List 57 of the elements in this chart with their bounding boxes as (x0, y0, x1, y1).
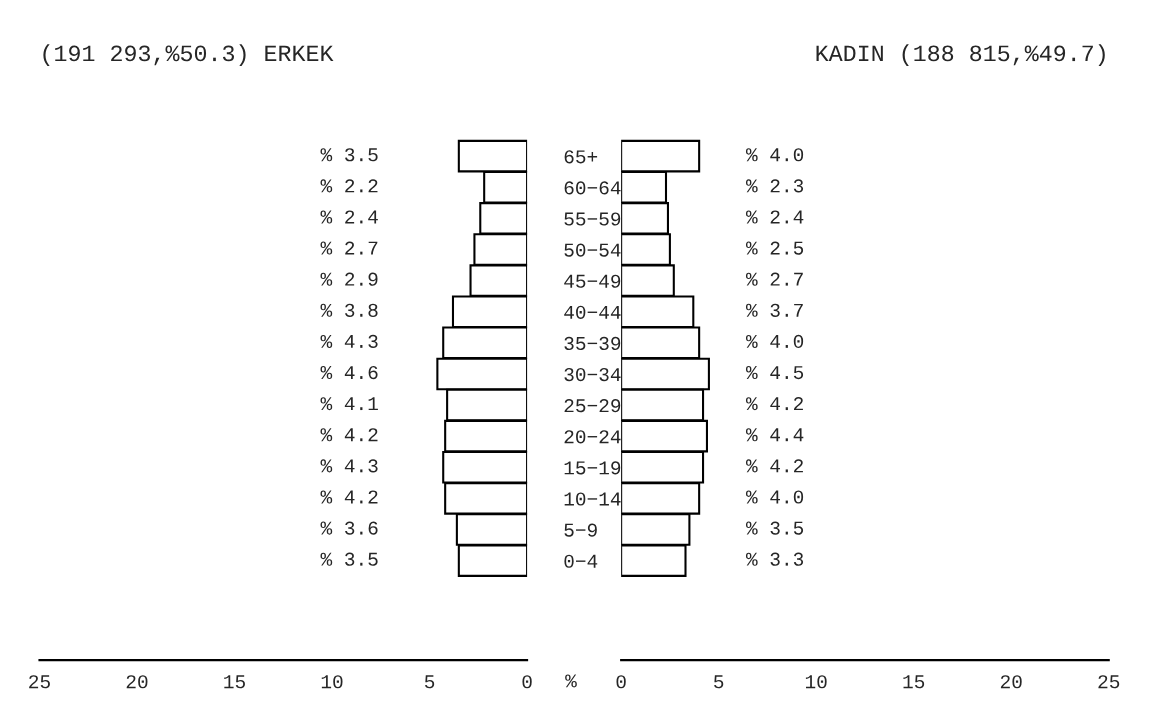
x-tick-label: 15 (224, 675, 245, 689)
y-tick-label: 65+ (564, 150, 598, 164)
data-label: % 4.4 (745, 428, 804, 442)
data-label: % 3.3 (745, 552, 804, 566)
data-label: % 2.3 (745, 179, 804, 193)
x-tick-label: 0 (616, 675, 626, 689)
x-tick-label: 5 (424, 675, 435, 689)
data-label: % 2.7 (320, 241, 378, 255)
data-label: % 4.3 (320, 334, 378, 349)
y-tick-label: 0−4 (564, 554, 598, 568)
data-label: % 4.6 (320, 365, 378, 380)
y-tick-label: 5−9 (564, 523, 597, 537)
chart-title: KADIN (188 815,%49.7) (816, 44, 1105, 66)
data-label: % 2.5 (745, 241, 804, 255)
y-tick-label: 20−24 (564, 430, 621, 444)
data-label: % 2.9 (320, 272, 378, 286)
data-label: % 2.7 (745, 272, 803, 286)
data-label: % 4.0 (745, 490, 804, 504)
y-tick-label: 30−34 (564, 367, 621, 382)
y-tick-label: 45−49 (564, 274, 621, 288)
y-tick-label: 10−14 (564, 492, 621, 506)
y-tick-label: 25−29 (564, 399, 621, 413)
x-tick-label: 20 (126, 675, 148, 689)
y-tick-label: 35−39 (564, 336, 621, 351)
x-tick-label: 0 (522, 675, 532, 689)
data-label: % 2.2 (320, 179, 378, 193)
data-label: % 4.2 (745, 397, 803, 411)
data-label: % 2.4 (745, 210, 804, 224)
data-label: % 2.4 (320, 210, 378, 224)
y-tick-label: 40−44 (564, 305, 621, 319)
x-tick-label: 25 (1098, 675, 1120, 689)
data-label: % 3.5 (320, 148, 378, 162)
data-label: % 4.3 (320, 459, 378, 473)
y-tick-label: 50−54 (564, 243, 621, 257)
x-tick-label: 10 (321, 675, 343, 689)
x-axis-title: % (565, 674, 577, 688)
data-label: % 3.5 (320, 552, 378, 566)
y-tick-label: 60−64 (564, 181, 621, 195)
data-label: % 4.1 (320, 397, 378, 411)
data-label: % 4.2 (745, 459, 803, 473)
x-tick-label: 10 (805, 675, 827, 689)
chart-title: (191 293,%50.3) ERKEK (43, 44, 334, 66)
data-label: % 3.6 (320, 521, 378, 535)
data-label: % 3.7 (745, 303, 803, 317)
data-label: % 4.0 (745, 334, 804, 349)
x-tick-label: 15 (903, 675, 925, 689)
data-label: % 3.8 (320, 303, 378, 317)
x-tick-label: 25 (29, 675, 50, 689)
data-label: % 4.2 (320, 490, 378, 504)
data-label: % 4.2 (320, 428, 378, 442)
x-tick-label: 20 (1000, 675, 1022, 689)
x-tick-label: 5 (714, 675, 724, 689)
data-label: % 3.5 (745, 521, 804, 535)
data-label: % 4.5 (745, 366, 804, 380)
data-label: % 4.0 (745, 148, 804, 162)
y-tick-label: 55−59 (564, 212, 621, 226)
y-tick-label: 15−19 (564, 461, 621, 475)
